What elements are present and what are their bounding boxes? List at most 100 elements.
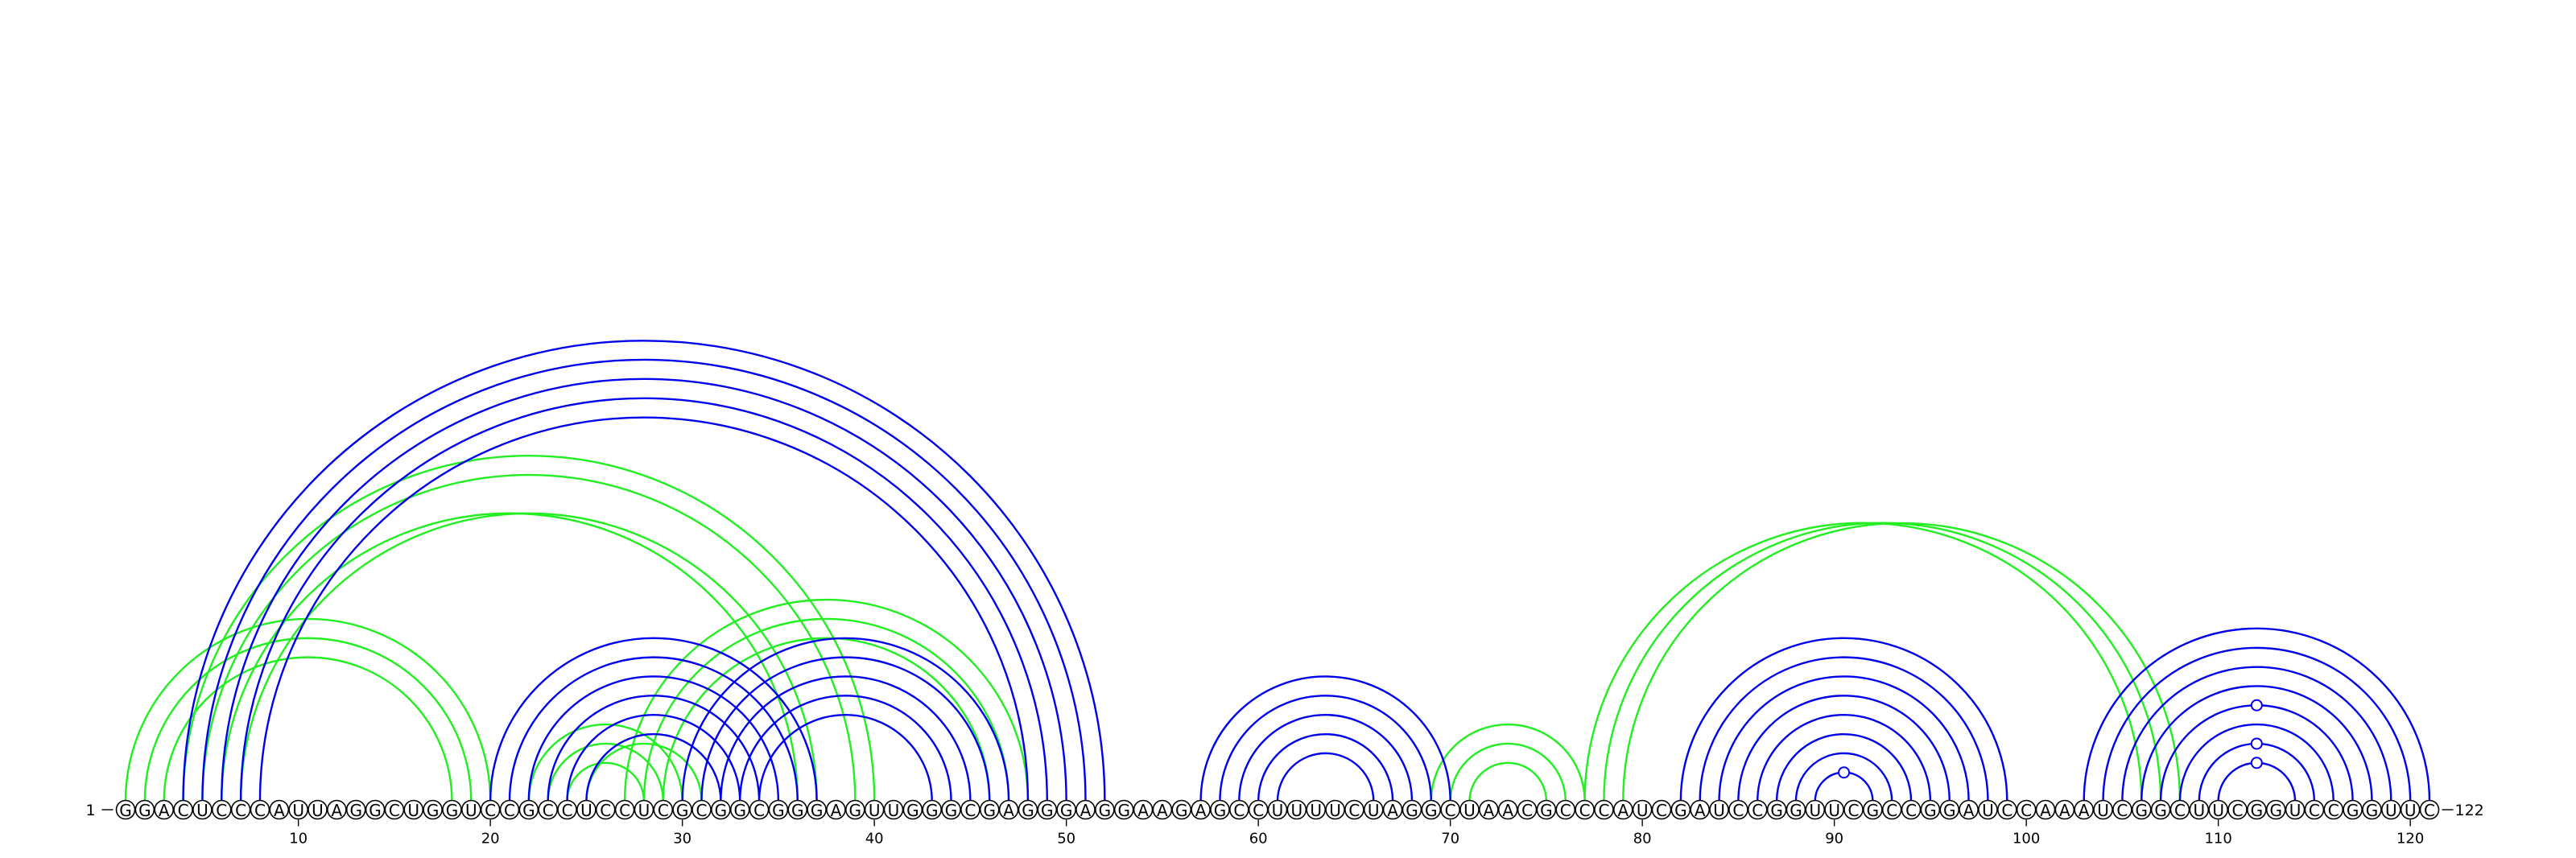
nucleotide-circle: [1421, 799, 1442, 820]
nucleotide: C: [538, 799, 559, 820]
nucleotide-circle: [1517, 799, 1538, 820]
nucleotide: C: [557, 799, 577, 820]
nucleotide-circle: [998, 799, 1019, 820]
nucleotide-letter: U: [196, 801, 208, 820]
blue-pair-arc: [1679, 637, 2008, 802]
nucleotide-letter: G: [446, 801, 459, 820]
nucleotide: G: [768, 799, 789, 820]
nucleotide: G: [1113, 799, 1134, 820]
nucleotide-letter: G: [811, 801, 824, 820]
nucleotide-letter: C: [1752, 801, 1763, 820]
nucleotide: U: [2093, 799, 2113, 820]
nucleotide: A: [1479, 799, 1499, 820]
nucleotide-letter: C: [2232, 801, 2244, 820]
sequence-end-label: 122: [2455, 802, 2484, 819]
nucleotide: A: [1075, 799, 1096, 820]
nucleotide: U: [576, 799, 597, 820]
nucleotide: U: [1459, 799, 1480, 820]
blue-pair-arc: [2178, 723, 2334, 802]
nucleotide: A: [1382, 799, 1403, 820]
nucleotide-circle: [1978, 799, 1998, 820]
nucleotide: A: [998, 799, 1019, 820]
nucleotide-circle: [1191, 799, 1211, 820]
nucleotide-letter: G: [1117, 801, 1130, 820]
nucleotide-circle: [1901, 799, 1922, 820]
blue-pair-arc: [547, 695, 761, 802]
nucleotide-circle: [2150, 799, 2171, 820]
nucleotide-letter: A: [1195, 801, 1207, 820]
nucleotide: C: [2112, 799, 2132, 820]
blue-pair-arc: [489, 637, 818, 802]
nucleotide: A: [1959, 799, 1979, 820]
green-pair-arc: [1583, 522, 2143, 802]
nucleotide-letter: C: [2424, 801, 2435, 820]
tick-label: 120: [2396, 831, 2424, 848]
sequence-start-label: 1: [85, 802, 95, 819]
nucleotide-circle: [1459, 799, 1480, 820]
nucleotide: U: [308, 799, 328, 820]
nucleotide-letter: G: [1540, 801, 1553, 820]
blue-pair-arc: [1775, 732, 1913, 802]
nucleotide: U: [1363, 799, 1384, 820]
nucleotide-circle: [1785, 799, 1806, 820]
nucleotide-letter: A: [1963, 801, 1975, 820]
position-tick: 30: [673, 819, 691, 848]
blue-pair-arc: [1718, 675, 1970, 802]
nucleotide-circle: [2169, 799, 2190, 820]
nucleotide: U: [1306, 799, 1326, 820]
nucleotide: U: [1805, 799, 1826, 820]
nucleotide-circle: [2035, 799, 2056, 820]
nucleotide-circle: [1286, 799, 1307, 820]
nucleotide-letter: G: [791, 801, 804, 820]
nucleotide-circle: [557, 799, 577, 820]
nucleotide: U: [1267, 799, 1288, 820]
nucleotide-circle: [1402, 799, 1422, 820]
nucleotide-circle: [269, 799, 290, 820]
nucleotide: A: [2054, 799, 2075, 820]
nucleotide-circle: [2343, 799, 2363, 820]
nucleotide-circle: [2054, 799, 2075, 820]
nucleotide-letter: U: [1982, 801, 1994, 820]
nucleotide-letter: C: [753, 801, 765, 820]
nucleotide-letter: A: [2059, 801, 2070, 820]
blue-pair-arc: [1737, 695, 1951, 802]
nucleotide-letter: G: [369, 801, 382, 820]
nucleotide: C: [653, 799, 674, 820]
nucleotide-circle: [115, 799, 136, 820]
nucleotide-circle: [1632, 799, 1653, 820]
nucleotide-letter: U: [2385, 801, 2397, 820]
tick-label: 70: [1441, 831, 1459, 848]
nucleotide: C: [595, 799, 616, 820]
nucleotide: C: [384, 799, 405, 820]
nucleotide: U: [2381, 799, 2401, 820]
nucleotide-letter: C: [562, 801, 573, 820]
nucleotide: C: [173, 799, 193, 820]
nucleotide-letter: C: [1445, 801, 1456, 820]
nucleotide-circle: [1095, 799, 1115, 820]
nucleotide: G: [922, 799, 942, 820]
nucleotide-letter: A: [1617, 801, 1629, 820]
nucleotide-letter: A: [2040, 801, 2051, 820]
nucleotide-circle: [1018, 799, 1038, 820]
blue-pair-arc: [508, 656, 799, 802]
position-tick: 120: [2396, 819, 2424, 848]
nucleotide-circle: [711, 799, 731, 820]
nucleotide-letter: C: [1656, 801, 1667, 820]
sequence-backbone: 1 122: [85, 802, 2483, 819]
nucleotide-letter: G: [1867, 801, 1880, 820]
nucleotide-letter: G: [427, 801, 440, 820]
nucleotide-circle: [787, 799, 808, 820]
nucleotide-letter: U: [1828, 801, 1840, 820]
nucleotide-circle: [2323, 799, 2344, 820]
nucleotide: U: [1709, 799, 1729, 820]
nucleotide-letter: U: [292, 801, 304, 820]
blue-pair-arc: [585, 732, 722, 802]
nucleotide: G: [1920, 799, 1941, 820]
nucleotide-letter: A: [1695, 801, 1706, 820]
nucleotide-circle: [345, 799, 366, 820]
nucleotide-circle: [1056, 799, 1076, 820]
nucleotide: C: [250, 799, 270, 820]
nucleotide-letter: G: [1924, 801, 1937, 820]
nucleotide: A: [1613, 799, 1633, 820]
nucleotide-letter: A: [1080, 801, 1092, 820]
